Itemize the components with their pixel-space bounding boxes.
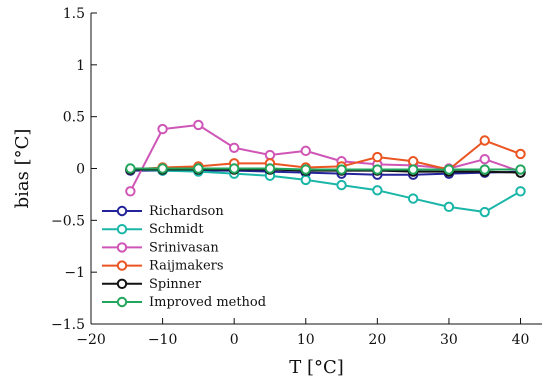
data-point-improved-method [479, 164, 490, 175]
x-tick-label: −20 [76, 332, 106, 348]
data-point-schmidt [515, 186, 526, 197]
series-line-improved-method [129, 167, 522, 171]
data-point-srinivasan [157, 123, 168, 135]
y-tick-label: −0.5 [51, 213, 85, 229]
series-line-spinner [129, 168, 522, 174]
data-point-srinivasan [125, 186, 136, 197]
data-point-improved-method [157, 163, 168, 174]
y-tick-label: 0 [76, 162, 85, 178]
data-point-improved-method [125, 163, 136, 174]
legend-marker-srinivasan [116, 242, 128, 253]
y-tick-label: −1 [64, 265, 85, 281]
data-point-improved-method [443, 164, 455, 175]
axes: −1.5 −1 −0.5 0 0.5 1 1.5 −20 −10 0 10 20 30 40 T [°C] b… [12, 6, 542, 378]
data-point-schmidt [372, 185, 383, 196]
x-tick-label: 30 [440, 332, 458, 348]
data-point-schmidt [300, 174, 311, 186]
series-line-schmidt [129, 168, 522, 214]
data-point-srinivasan [228, 142, 240, 153]
legend-marker-richardson [116, 205, 128, 217]
legend-label-raijmakers: Raijmakers [149, 259, 224, 274]
data-point-improved-method [264, 163, 276, 174]
data-point-srinivasan [264, 149, 276, 161]
legend-label-schmidt: Schmidt [149, 222, 204, 237]
legend-label-srinivasan: Srinivasan [149, 240, 219, 255]
data-point-raijmakers [479, 135, 490, 146]
data-point-srinivasan [300, 145, 311, 157]
data-point-schmidt [407, 193, 419, 204]
y-tick-label: 1.5 [63, 6, 85, 22]
x-tick-label: 0 [230, 332, 239, 348]
legend-label-richardson: Richardson [149, 204, 224, 219]
data-point-srinivasan [479, 153, 490, 165]
y-axis-label: bias [°C] [12, 129, 33, 209]
data-point-improved-method [336, 164, 347, 175]
x-tick-label: −10 [148, 332, 178, 348]
x-axis-label: T [°C] [289, 357, 344, 378]
data-point-schmidt [336, 179, 347, 191]
y-tick-label: 1 [76, 58, 85, 74]
data-point-raijmakers [515, 148, 526, 160]
series-line-raijmakers [129, 139, 522, 171]
data-point-schmidt [443, 201, 455, 213]
legend-marker-schmidt [116, 224, 128, 235]
data-point-improved-method [372, 164, 383, 175]
plot-area [125, 119, 526, 218]
data-point-raijmakers [407, 156, 419, 167]
x-tick-label: 10 [297, 332, 315, 348]
data-point-raijmakers [372, 151, 383, 163]
data-point-improved-method [300, 164, 311, 175]
data-point-schmidt [479, 206, 490, 218]
y-tick-label: −1.5 [51, 317, 85, 333]
series-line-srinivasan [129, 123, 522, 193]
y-tick-label: 0.5 [63, 110, 85, 126]
legend-marker-improved-method [116, 296, 128, 308]
legend-marker-spinner [116, 278, 128, 289]
data-point-improved-method [228, 163, 240, 174]
x-tick-label: 20 [368, 332, 386, 348]
x-tick-label: 40 [512, 332, 530, 348]
data-point-improved-method [407, 164, 419, 175]
legend-label-spinner: Spinner [149, 277, 202, 292]
legend: Richardson Schmidt Srinivasan Raijmakers Spi… [102, 204, 266, 310]
data-point-improved-method [515, 164, 526, 175]
legend-marker-raijmakers [116, 260, 128, 271]
data-point-srinivasan [193, 119, 204, 131]
data-point-improved-method [193, 163, 204, 174]
legend-label-improved-method: Improved method [149, 295, 266, 310]
